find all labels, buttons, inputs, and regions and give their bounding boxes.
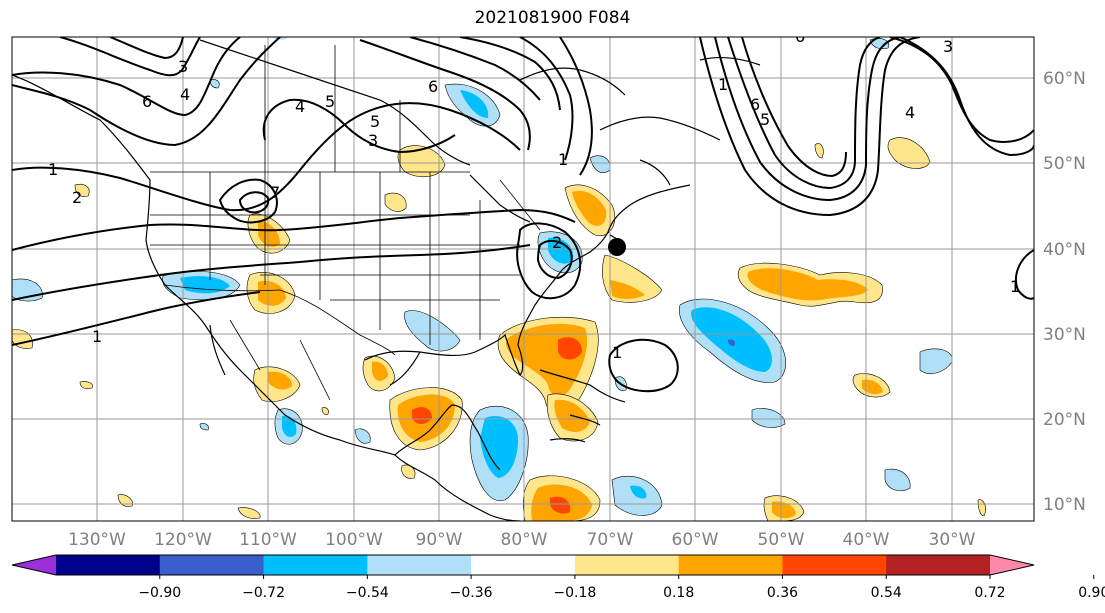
colorbar-tick-label: 0.54 [871, 585, 902, 601]
contour-label: 6 [142, 92, 152, 111]
colorbar-tick-label: 0.18 [663, 585, 694, 601]
contour-label: 5 [370, 112, 380, 131]
lon-label: 120°W [154, 530, 212, 550]
lat-label: 30°N [1043, 325, 1086, 345]
contour-label: 5 [325, 92, 335, 111]
lon-label: 100°W [325, 530, 383, 550]
contour-labels: 3 4 6 4 5 5 6 3 7 1 2 1 2 1 1 3 1 1 6 5 … [48, 27, 1020, 362]
map-frame [11, 36, 1035, 522]
contour-label: 1 [92, 327, 102, 346]
lon-label: 90°W [416, 530, 463, 550]
lat-label: 20°N [1043, 410, 1086, 430]
colorbar-tick-label: 0.36 [767, 585, 798, 601]
colorbar-tick-label: −0.36 [450, 585, 493, 601]
latitude-labels: 60°N 50°N 40°N 30°N 20°N 10°N [1043, 69, 1086, 515]
lat-label: 50°N [1043, 154, 1086, 174]
lat-label: 10°N [1043, 495, 1086, 515]
contour-label: 5 [760, 110, 770, 129]
contour-label: 3 [368, 131, 378, 150]
contour-label: 4 [905, 103, 915, 122]
colorbar-tick-label: 0.90 [1078, 585, 1105, 601]
lat-label: 40°N [1043, 240, 1086, 260]
lon-label: 80°W [501, 530, 548, 550]
lat-label: 60°N [1043, 69, 1086, 89]
contour-label: 3 [178, 57, 188, 76]
anomaly-shading [12, 37, 986, 521]
contour-lines [12, 37, 1034, 393]
storm-center-marker [608, 238, 626, 256]
colorbar-segment [263, 555, 368, 575]
colorbar-segment [574, 555, 680, 575]
contour-label: 3 [943, 37, 953, 56]
contour-label: 1 [612, 343, 622, 362]
contour-label: 4 [180, 85, 190, 104]
colorbar-tick-label: −0.18 [553, 585, 596, 601]
colorbar-tick-label: −0.90 [138, 585, 181, 601]
colorbar-segment [886, 555, 991, 575]
lon-label: 110°W [239, 530, 297, 550]
contour-label: 6 [795, 27, 805, 46]
colorbar-segment [678, 555, 783, 575]
colorbar-outline [11, 554, 1035, 576]
lon-label: 30°W [929, 530, 976, 550]
contour-label: 1 [48, 160, 58, 179]
colorbar-tick-label: −0.54 [346, 585, 389, 601]
lon-label: 130°W [68, 530, 126, 550]
colorbar-tick-label: 0.72 [974, 585, 1005, 601]
contour-label: 4 [295, 97, 305, 116]
longitude-labels: 130°W 120°W 110°W 100°W 90°W 80°W 70°W 6… [68, 530, 976, 550]
lon-label: 60°W [672, 530, 719, 550]
colorbar-segment [782, 555, 887, 575]
contour-label: 1 [558, 150, 568, 169]
colorbar-segment [471, 555, 576, 575]
lon-label: 40°W [843, 530, 890, 550]
colorbar-tick-label: −0.72 [242, 585, 285, 601]
contour-label: 2 [552, 233, 562, 252]
contour-label: 7 [270, 183, 280, 202]
lon-label: 50°W [758, 530, 805, 550]
contour-label: 6 [428, 77, 438, 96]
contour-label: 6 [750, 95, 760, 114]
colorbar: −0.90 −0.72 −0.54 −0.36 −0.18 0.18 0.36 0.54 0.7… [11, 554, 1105, 601]
lon-label: 70°W [587, 530, 634, 550]
borders [150, 45, 541, 401]
contour-label: 1 [718, 75, 728, 94]
contour-label: 2 [72, 188, 82, 207]
map-title: 2021081900 F084 [474, 8, 631, 28]
colorbar-min-arrow [12, 555, 56, 575]
colorbar-segment [56, 555, 161, 575]
contour-label: 1 [1010, 277, 1020, 296]
colorbar-max-arrow [990, 555, 1034, 575]
colorbar-segment [159, 555, 265, 575]
colorbar-segment [367, 555, 472, 575]
